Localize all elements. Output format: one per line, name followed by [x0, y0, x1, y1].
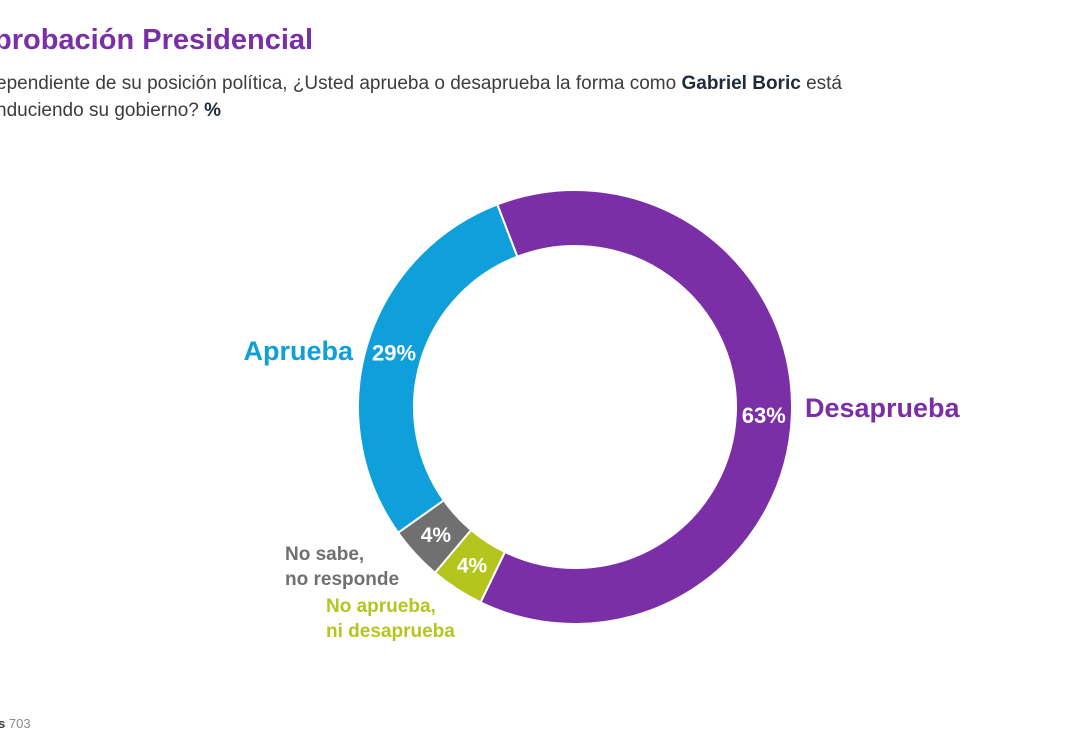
sample-size-note: s 703: [0, 716, 31, 731]
survey-question: ependiente de su posición política, ¿Ust…: [0, 70, 1056, 124]
president-name: Gabriel Boric: [681, 73, 801, 94]
value-label-no-sabe-no-responde: 4%: [421, 524, 452, 547]
category-label-no-sabe-no-responde: No sabe, no responde: [285, 544, 399, 590]
unit-label: %: [204, 100, 222, 121]
question-text-end: está: [800, 73, 843, 94]
question-line-1: ependiente de su posición política, ¿Ust…: [0, 70, 1056, 97]
chart-title: probación Presidencial: [0, 24, 314, 56]
category-label-aprueba: Aprueba: [243, 336, 354, 366]
value-label-no-aprueba-ni-desaprueba: 4%: [457, 555, 488, 578]
value-label-desaprueba: 63%: [742, 403, 786, 428]
slice-aprueba: [357, 203, 519, 535]
category-label-no-aprueba-ni-desaprueba: No aprueba, ni desaprueba: [326, 596, 455, 642]
category-label-desaprueba: Desaprueba: [805, 393, 961, 423]
question-text-continued: nduciendo su gobierno?: [0, 100, 205, 121]
sample-size-label: s: [0, 716, 6, 731]
question-text-start: ependiente de su posición política, ¿Ust…: [0, 73, 682, 94]
question-line-2: nduciendo su gobierno? %: [0, 97, 1056, 124]
sample-size-value: 703: [8, 716, 31, 731]
slice-desaprueba: [479, 189, 793, 625]
value-label-aprueba: 29%: [372, 340, 416, 365]
